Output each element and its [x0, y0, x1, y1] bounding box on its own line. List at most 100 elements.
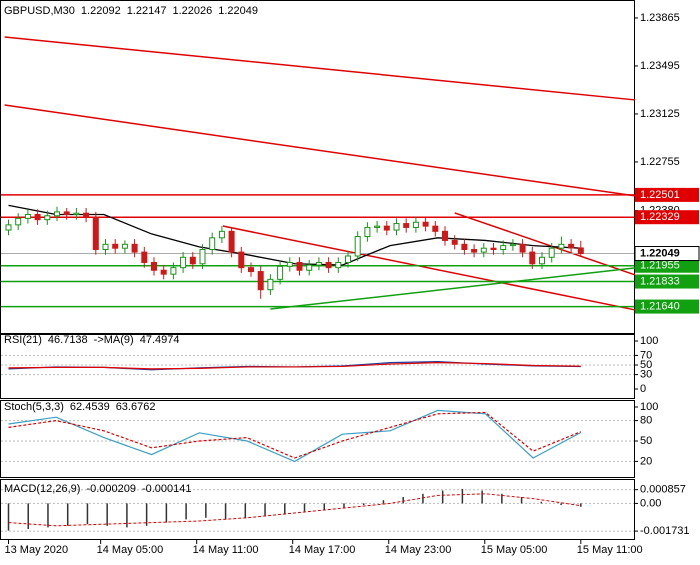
candle-body	[315, 261, 322, 266]
candle-body	[451, 239, 458, 245]
histogram-bar	[422, 493, 424, 504]
level-tag	[635, 299, 699, 314]
histogram-bar	[343, 503, 345, 509]
candle-body	[141, 251, 148, 263]
y-tick-label: 100	[640, 401, 658, 413]
candle-body	[461, 243, 468, 251]
histogram-bar	[284, 503, 286, 515]
header-item: 62.4539	[70, 401, 110, 413]
histogram-bar	[264, 503, 266, 517]
histogram-bar	[501, 493, 503, 504]
candle-body	[354, 236, 361, 257]
histogram-bar	[461, 489, 464, 504]
candle-body	[393, 223, 400, 231]
histogram-bar	[402, 497, 404, 504]
candle-body	[189, 256, 196, 265]
y-tick-label: -0.001731	[640, 525, 690, 537]
candle-body	[383, 225, 390, 231]
candle-body	[228, 230, 235, 253]
candle-body	[306, 264, 313, 271]
level-tag-label: 1.21955	[640, 260, 680, 272]
level-tag	[635, 187, 699, 202]
x-tick-label: 13 May 2020	[5, 544, 69, 556]
candle-body	[345, 255, 351, 263]
candle-body	[199, 249, 206, 265]
header-item: ->MA(9)	[94, 334, 134, 346]
header-item: 63.6762	[116, 401, 156, 413]
indicator-line	[8, 409, 582, 463]
candle-body	[577, 247, 584, 255]
candle-body	[102, 243, 109, 251]
header-item: 1.22026	[172, 5, 212, 17]
price-frame	[0, 0, 635, 334]
rsi-frame	[0, 334, 635, 399]
indicator-line	[8, 361, 581, 370]
y-tick-label: 1.23495	[640, 60, 680, 72]
candle-body	[131, 243, 138, 253]
y-tick-label: 0.000857	[640, 484, 686, 496]
current-price-tag	[634, 246, 700, 262]
panel-frames	[0, 0, 635, 540]
candle-body	[248, 267, 254, 273]
header-item: Stoch(5,3,3)	[4, 401, 64, 413]
histogram-bar	[66, 503, 69, 526]
histogram-bar	[47, 503, 49, 528]
histogram-bar	[126, 503, 128, 528]
histogram-bar	[7, 503, 10, 531]
signal-line	[8, 493, 581, 527]
candle-body	[83, 212, 90, 218]
stoch-frame	[0, 400, 635, 478]
panel-header: Stoch(5,3,3) 62.4539 63.6762	[4, 401, 155, 413]
panel-header: MACD(12,26,9) -0.000209 -0.000141	[4, 483, 192, 495]
histogram-bar	[560, 503, 562, 505]
candle-body	[15, 217, 22, 226]
candle-body	[500, 245, 507, 250]
candle-body	[63, 211, 70, 215]
header-item: 1.22092	[81, 5, 121, 17]
candle-body	[558, 243, 565, 249]
header-item: 1.22147	[127, 5, 167, 17]
y-tick-label: 20	[640, 455, 652, 467]
candle-body	[44, 215, 51, 221]
candle-body	[568, 243, 575, 249]
level-tag	[635, 210, 699, 225]
trendline	[454, 212, 636, 276]
candle-body	[442, 230, 448, 241]
trendline	[4, 104, 636, 197]
candle-body	[296, 261, 303, 271]
y-tick-label: 0	[640, 383, 646, 395]
candle-body	[529, 251, 536, 265]
candle-body	[277, 265, 284, 280]
trendline	[270, 267, 636, 310]
histogram-bar	[86, 503, 89, 525]
macd-frame	[0, 479, 635, 540]
candle-body	[490, 247, 497, 251]
moving-average	[8, 204, 581, 266]
level-tag	[635, 258, 699, 273]
y-tick-label: 1.23865	[640, 12, 680, 24]
candle-body	[335, 261, 342, 269]
candle-body	[374, 225, 381, 228]
candle-body	[471, 249, 478, 253]
header-item: GBPUSD,M30	[4, 5, 75, 17]
candle-body	[238, 251, 245, 269]
current-price-label: 1.22049	[640, 247, 680, 259]
candle-body	[509, 243, 516, 247]
candle-body	[539, 256, 545, 265]
y-tick-label: 70	[640, 349, 652, 361]
candle-body	[73, 212, 80, 215]
candle-body	[364, 226, 371, 238]
indicator-line	[8, 411, 582, 459]
header-item: 46.7138	[48, 334, 88, 346]
x-tick-label: 14 May 11:00	[193, 544, 259, 556]
histogram-bar	[185, 503, 187, 520]
header-item: -0.000141	[142, 483, 192, 495]
y-tick-label: 0.00	[640, 497, 661, 509]
histogram-bar	[145, 503, 148, 526]
histogram-bar	[323, 503, 326, 510]
header-item: -0.000209	[86, 483, 136, 495]
histogram-bar	[205, 503, 207, 518]
histogram-bar	[520, 497, 523, 504]
candle-body	[422, 221, 429, 227]
